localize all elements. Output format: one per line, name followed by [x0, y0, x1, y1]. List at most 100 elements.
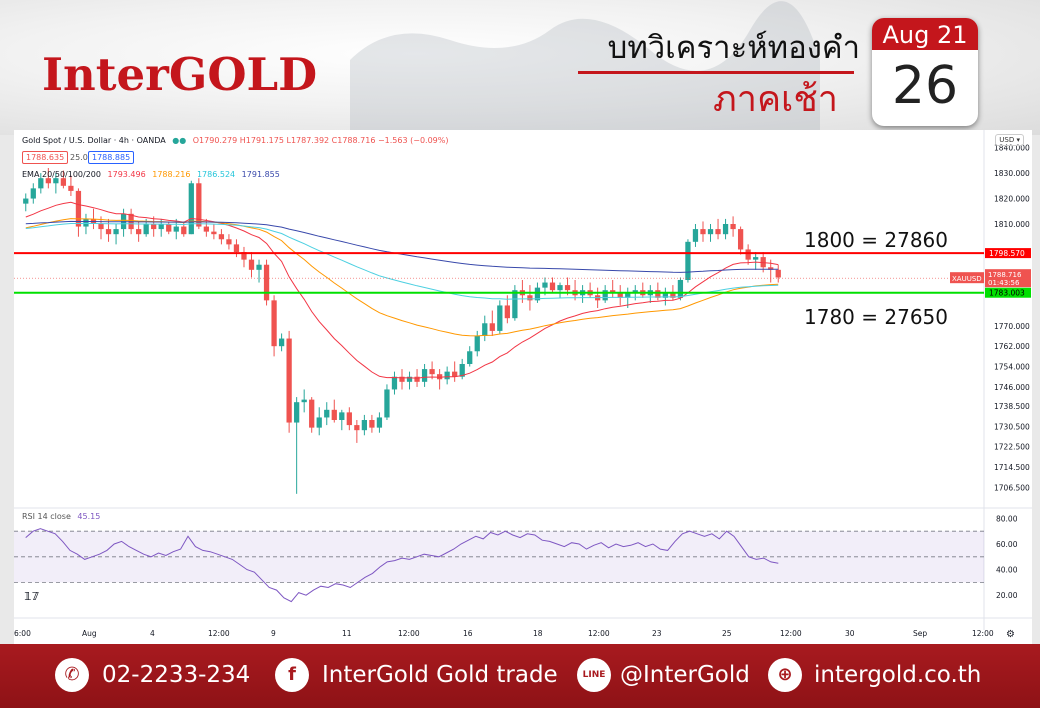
- price-tick-label: 1746.000: [994, 383, 1030, 392]
- bid-price-button[interactable]: 1788.635: [22, 151, 69, 164]
- candle-body: [467, 351, 473, 364]
- candle-body: [452, 371, 458, 377]
- ask-price-button[interactable]: 1788.885: [88, 151, 135, 164]
- candle-body: [361, 420, 368, 431]
- price-tick-label: 1738.500: [994, 402, 1030, 411]
- time-tick-label: 6:00: [14, 629, 31, 638]
- candle-body: [722, 224, 729, 235]
- footer-facebook[interactable]: InterGold Gold trade: [322, 662, 558, 688]
- candle-body: [715, 229, 721, 235]
- title-line-2: ภาคเช้า: [713, 79, 838, 120]
- ema-line: [25, 222, 779, 300]
- line-icon: LINE: [577, 658, 611, 692]
- candle-body: [444, 371, 450, 380]
- candle-body: [677, 280, 684, 298]
- price-chart-panel[interactable]: 1840.0001830.0001820.0001810.0001790.000…: [14, 130, 1032, 644]
- ema50-value: 1788.216: [152, 170, 191, 179]
- candle-body: [30, 188, 36, 199]
- candle-body: [38, 178, 44, 189]
- candle-body: [181, 226, 187, 235]
- candle-body: [105, 229, 112, 235]
- candle-body: [602, 290, 608, 301]
- candle-body: [406, 376, 413, 382]
- chart-canvas[interactable]: 1840.0001830.0001820.0001810.0001790.000…: [14, 130, 1032, 644]
- candle-body: [670, 292, 676, 298]
- symbol-tag: XAUUSD: [952, 275, 982, 283]
- candle-body: [151, 224, 157, 230]
- resistance-annotation: 1800 = 27860: [804, 228, 948, 252]
- support-price-tag-bg: [985, 287, 1031, 298]
- page-title: บทวิเคราะห์ทองคำ: [570, 28, 860, 68]
- ema-label: EMA 20/50/100/200: [22, 170, 101, 179]
- candle-body: [775, 269, 781, 278]
- ema-line: [25, 218, 779, 337]
- candle-body: [286, 338, 292, 423]
- footer-phone[interactable]: 02-2233-234: [102, 662, 251, 688]
- candle-body: [316, 417, 322, 428]
- candle-body: [414, 376, 420, 382]
- currency-selector[interactable]: USD ▾: [995, 134, 1024, 146]
- candle-body: [354, 425, 360, 431]
- rsi-legend: RSI 14 close 45.15: [22, 512, 100, 521]
- candle-body: [685, 241, 691, 280]
- last-price-tag-bg: [985, 269, 1031, 288]
- candle-body: [263, 264, 270, 301]
- spread-value: 25.0: [70, 153, 88, 162]
- time-tick-label: 4: [150, 629, 155, 638]
- last-price-countdown: 01:43:56: [988, 279, 1020, 287]
- candle-body: [166, 224, 172, 232]
- time-tick-label: 16: [463, 629, 473, 638]
- candle-body: [564, 285, 571, 291]
- candle-body: [625, 292, 631, 298]
- candle-body: [421, 369, 428, 382]
- candle-body: [278, 338, 285, 347]
- footer-website[interactable]: intergold.co.th: [814, 662, 982, 688]
- candle-body: [271, 300, 277, 347]
- candle-body: [173, 226, 179, 232]
- candle-body: [233, 244, 240, 252]
- candle-body: [309, 399, 315, 428]
- resistance-price-tag: 1798.570: [989, 249, 1025, 258]
- candle-body: [346, 412, 352, 426]
- ema20-value: 1793.496: [107, 170, 146, 179]
- candle-body: [730, 224, 736, 230]
- candle-body: [98, 224, 104, 230]
- candle-body: [489, 323, 495, 331]
- time-tick-label: 9: [271, 629, 276, 638]
- footer-line[interactable]: @InterGold: [620, 662, 750, 688]
- time-tick-label: Sep: [913, 629, 927, 638]
- candle-body: [45, 178, 51, 184]
- time-tick-label: 25: [722, 629, 732, 638]
- candle-body: [83, 218, 89, 227]
- candle-body: [655, 290, 661, 298]
- price-tick-label: 1706.500: [994, 483, 1030, 492]
- rsi-tick-label: 40.00: [996, 566, 1018, 575]
- candle-body: [700, 229, 706, 235]
- candle-body: [384, 389, 390, 418]
- candle-body: [158, 224, 164, 230]
- candle-body: [218, 234, 225, 240]
- time-tick-label: Aug: [82, 629, 97, 638]
- candle-body: [474, 336, 480, 352]
- candle-body: [23, 198, 29, 204]
- support-price-tag: 1783.003: [989, 289, 1025, 298]
- globe-icon: ⊕: [768, 658, 802, 692]
- candle-body: [324, 409, 330, 418]
- world-map-watermark: [350, 1, 820, 130]
- price-tick-label: 1770.000: [994, 322, 1030, 331]
- price-tick-label: 1722.500: [994, 443, 1030, 452]
- candle-body: [68, 185, 74, 191]
- time-tick-label: 30: [845, 629, 855, 638]
- ema-line: [25, 220, 779, 273]
- price-tick-label: 1840.000: [994, 144, 1030, 153]
- rsi-tick-label: 20.00: [996, 591, 1018, 600]
- candle-body: [75, 190, 82, 227]
- settings-gear-icon[interactable]: ⚙: [1006, 629, 1015, 640]
- chart-symbol-line: Gold Spot / U.S. Dollar · 4h · OANDA ●● …: [22, 136, 448, 145]
- symbol-title: Gold Spot / U.S. Dollar · 4h · OANDA: [22, 136, 166, 145]
- candle-body: [60, 178, 67, 186]
- ema200-value: 1791.855: [241, 170, 280, 179]
- candle-body: [737, 229, 744, 250]
- candle-body: [512, 290, 518, 319]
- candle-body: [534, 287, 541, 301]
